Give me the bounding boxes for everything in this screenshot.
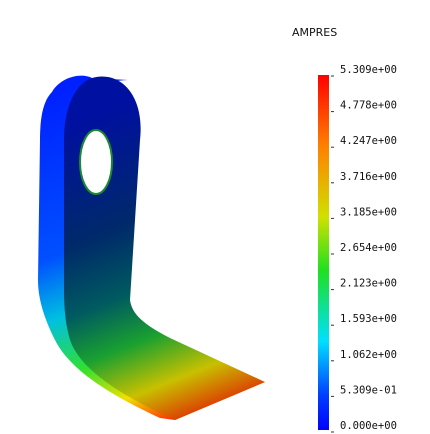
tick-label: 3.185e+00 xyxy=(340,206,397,218)
legend-ticks: 5.309e+00 4.778e+00 4.247e+00 3.716e+00 3.18… xyxy=(331,64,397,432)
tick-label: 4.778e+00 xyxy=(340,100,397,112)
tick-label: 5.309e+00 xyxy=(340,64,397,76)
tick-label: 2.123e+00 xyxy=(340,278,397,290)
tick-label: 5.309e-01 xyxy=(340,384,397,396)
color-bar xyxy=(318,75,329,430)
tick-label: 0.000e+00 xyxy=(340,420,397,432)
tick-label: 1.062e+00 xyxy=(340,349,397,361)
viewport: AMPRES 5.309e+00 4.778e+00 4.247e+00 3.716e… xyxy=(0,0,430,434)
part-face xyxy=(64,77,265,420)
tick-label: 4.247e+00 xyxy=(340,135,397,147)
tick-label: 3.716e+00 xyxy=(340,171,397,183)
tick-label: 2.654e+00 xyxy=(340,242,397,254)
result-view: AMPRES 5.309e+00 4.778e+00 4.247e+00 3.716e… xyxy=(0,0,430,434)
tick-label: 1.593e+00 xyxy=(340,313,397,325)
part-model xyxy=(38,76,265,420)
hole xyxy=(80,130,112,194)
legend-title: AMPRES xyxy=(292,26,337,39)
